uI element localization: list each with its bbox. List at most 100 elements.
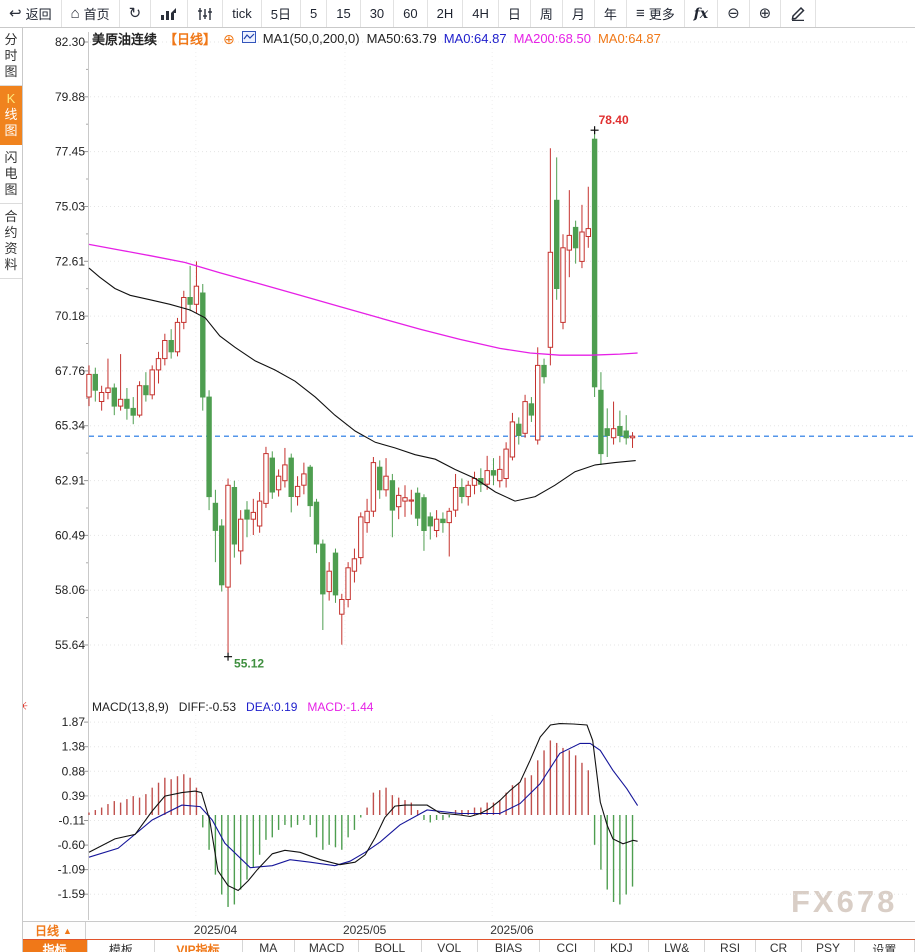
week-button[interactable]: 周	[531, 0, 563, 27]
period-selector[interactable]: 日线 ▲	[22, 922, 86, 939]
tick-button[interactable]: tick	[223, 0, 262, 27]
svg-text:82.30: 82.30	[55, 35, 85, 49]
tab-KDJ[interactable]: KDJ	[595, 940, 649, 952]
svg-text:62.91: 62.91	[55, 474, 85, 488]
tab-LW&[interactable]: LW&	[649, 940, 706, 952]
sidebar-item-char: 线	[4, 107, 18, 122]
sidebar-item-char: 图	[4, 123, 18, 138]
home-button[interactable]: ⌂ 首页	[62, 0, 120, 27]
svg-text:-0.60: -0.60	[58, 838, 86, 852]
bar-chart-mode-button[interactable]	[151, 0, 189, 27]
svg-text:77.45: 77.45	[55, 145, 85, 159]
ma0-blue-value: MA0:64.87	[443, 31, 507, 46]
svg-text:67.76: 67.76	[55, 364, 85, 378]
instrument-title: 美原油连续	[92, 32, 158, 47]
candle-chart-mode-button[interactable]	[188, 0, 224, 27]
svg-text:72.61: 72.61	[55, 254, 85, 268]
macd-legend: MACD(13,8,9) DIFF:-0.53 DEA:0.19 MACD:-1…	[92, 700, 373, 714]
svg-text:1.87: 1.87	[62, 715, 86, 729]
tab-指标[interactable]: 指标	[22, 940, 89, 952]
m60-label: 60	[403, 6, 418, 21]
tab-模板[interactable]: 模板	[88, 940, 155, 952]
sidebar-item-2[interactable]: 闪电图	[0, 145, 22, 204]
back-label: 返回	[25, 7, 52, 22]
svg-text:75.03: 75.03	[55, 200, 85, 214]
macd-formula: MACD(13,8,9)	[92, 700, 169, 714]
zoom-in-icon: ⊕	[758, 5, 772, 22]
5d-label: 5日	[270, 7, 291, 22]
xaxis-label: 2025/06	[490, 923, 534, 937]
pencil-icon	[790, 6, 806, 21]
year-button[interactable]: 年	[595, 0, 627, 27]
tab-VOL[interactable]: VOL	[422, 940, 478, 952]
sidebar-item-3[interactable]: 合约资料	[0, 204, 22, 279]
sidebar-item-char: 电	[4, 166, 18, 181]
tab-MACD[interactable]: MACD	[295, 940, 360, 952]
tab-CCI[interactable]: CCI	[540, 940, 595, 952]
day-label: 日	[507, 7, 521, 22]
sidebar-item-char: 图	[4, 64, 18, 79]
tab-BOLL[interactable]: BOLL	[359, 940, 422, 952]
back-arrow-icon: ↩	[9, 5, 22, 22]
fx-button[interactable]: fx	[685, 0, 719, 27]
draw-button[interactable]	[781, 0, 817, 27]
h4-button[interactable]: 4H	[463, 0, 499, 27]
5d-button[interactable]: 5日	[262, 0, 301, 27]
zoom-out-button[interactable]: ⊖	[718, 0, 750, 27]
m30-button[interactable]: 30	[361, 0, 395, 27]
svg-text:58.06: 58.06	[55, 583, 85, 597]
svg-text:0.88: 0.88	[62, 764, 86, 778]
tab-CR[interactable]: CR	[756, 940, 803, 952]
ma200-value: MA200:68.50	[513, 31, 591, 46]
tab-BIAS[interactable]: BIAS	[478, 940, 541, 952]
tab-PSY[interactable]: PSY	[802, 940, 855, 952]
sidebar-item-char: 约	[4, 225, 18, 240]
month-button[interactable]: 月	[563, 0, 595, 27]
tab-RSI[interactable]: RSI	[705, 940, 756, 952]
period-tag[interactable]: 【日线】	[164, 32, 217, 47]
svg-text:-0.11: -0.11	[59, 814, 86, 828]
period-selector-label: 日线	[35, 924, 60, 938]
macd-diff-value: DIFF:-0.53	[178, 700, 237, 714]
sidebar-item-char: 时	[4, 48, 18, 63]
svg-text:0.39: 0.39	[62, 789, 86, 803]
tab-设置[interactable]: 设置	[855, 940, 915, 952]
bar-chart-icon	[160, 7, 178, 21]
sidebar-item-char: 料	[4, 257, 18, 272]
more-button[interactable]: ≡ 更多	[627, 0, 685, 27]
refresh-button[interactable]: ↻	[120, 0, 152, 27]
m15-button[interactable]: 15	[327, 0, 361, 27]
year-label: 年	[603, 7, 617, 22]
m30-label: 30	[369, 6, 385, 21]
week-label: 周	[539, 7, 553, 22]
home-icon: ⌂	[70, 5, 80, 22]
macd-macd-value: MACD:-1.44	[307, 700, 374, 714]
xaxis-label: 2025/05	[342, 923, 387, 937]
sidebar-item-0[interactable]: 分时图	[0, 27, 22, 86]
svg-text:-1.09: -1.09	[58, 863, 86, 877]
macd-dea-value: DEA:0.19	[246, 700, 298, 714]
m5-button[interactable]: 5	[301, 0, 328, 27]
tab-VIP指标[interactable]: VIP指标	[155, 940, 243, 952]
m60-button[interactable]: 60	[394, 0, 428, 27]
sidebar-item-char: 资	[4, 241, 18, 256]
m5-label: 5	[309, 6, 318, 21]
h2-button[interactable]: 2H	[428, 0, 464, 27]
mini-line-chart-icon[interactable]	[241, 31, 256, 46]
m15-label: 15	[336, 6, 351, 21]
candle-chart-icon	[197, 7, 213, 21]
add-indicator-icon[interactable]: ⊕	[223, 30, 235, 47]
ma-settings-label: MA1(50,0,200,0)	[262, 31, 360, 46]
back-button[interactable]: ↩ 返回	[0, 0, 62, 27]
day-button[interactable]: 日	[499, 0, 531, 27]
tab-MA[interactable]: MA	[243, 940, 295, 952]
sidebar-item-char: 分	[4, 32, 18, 47]
zoom-out-icon: ⊖	[727, 5, 740, 22]
zoom-in-button[interactable]: ⊕	[750, 0, 782, 27]
h2-label: 2H	[436, 6, 454, 21]
svg-text:70.18: 70.18	[55, 309, 85, 323]
